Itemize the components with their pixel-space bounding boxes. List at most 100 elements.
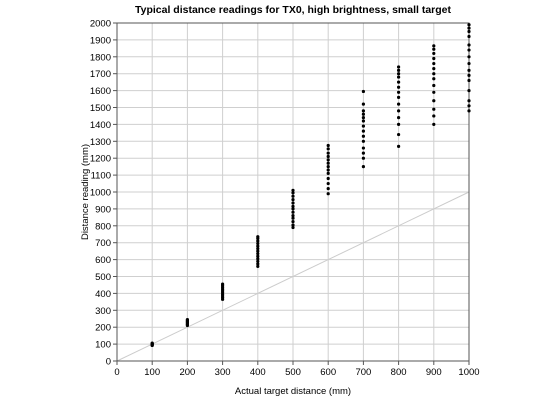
y-tick-label: 1900	[90, 35, 111, 46]
data-point	[397, 72, 401, 76]
x-tick-label: 900	[426, 367, 442, 378]
data-point	[291, 225, 295, 230]
data-point	[326, 171, 330, 176]
y-tick-label: 1700	[90, 69, 111, 80]
data-point	[326, 151, 330, 155]
chart-title: Typical distance readings for TX0, high …	[135, 4, 452, 16]
data-point	[432, 99, 436, 103]
y-tick-label: 200	[95, 323, 111, 334]
data-point	[326, 158, 330, 162]
data-point	[432, 83, 436, 88]
data-point	[467, 104, 471, 108]
data-point	[326, 161, 330, 165]
data-point	[361, 156, 365, 160]
data-point	[361, 134, 365, 138]
data-point	[326, 168, 330, 172]
data-point	[326, 192, 330, 196]
data-point	[467, 68, 471, 72]
data-point	[432, 47, 436, 51]
data-point	[150, 341, 154, 345]
data-point	[326, 147, 330, 151]
data-point	[397, 90, 401, 94]
data-point	[291, 223, 295, 227]
data-point	[291, 198, 295, 202]
data-point	[397, 144, 401, 148]
data-point	[291, 188, 295, 192]
y-tick-label: 700	[95, 238, 111, 249]
data-point	[361, 129, 365, 133]
data-point	[397, 116, 401, 120]
data-point	[185, 317, 189, 322]
data-point	[397, 85, 401, 89]
y-tick-label: 500	[95, 272, 111, 283]
data-point	[467, 29, 471, 34]
y-tick-label: 1300	[90, 137, 111, 148]
data-point	[397, 75, 401, 79]
x-tick-label: 1000	[458, 367, 479, 378]
data-point	[432, 90, 436, 94]
data-point	[467, 61, 471, 66]
data-point	[361, 109, 365, 113]
y-tick-label: 1400	[90, 120, 111, 131]
data-point	[397, 95, 401, 99]
data-point	[256, 235, 260, 239]
data-point	[432, 122, 436, 126]
data-point	[291, 207, 295, 211]
data-point	[397, 80, 401, 84]
data-point	[326, 165, 330, 169]
data-point	[467, 26, 471, 30]
data-point	[361, 151, 365, 155]
x-tick-label: 0	[114, 367, 119, 378]
data-point	[291, 219, 295, 224]
data-point	[432, 114, 436, 118]
y-tick-label: 1200	[90, 154, 111, 165]
data-point	[326, 187, 330, 191]
data-point	[432, 51, 436, 56]
y-tick-label: 100	[95, 340, 111, 351]
data-point	[326, 181, 330, 186]
data-point	[361, 89, 365, 94]
data-point	[432, 67, 436, 71]
data-point	[361, 119, 365, 123]
data-point	[361, 112, 365, 116]
y-tick-label: 2000	[90, 19, 111, 30]
x-tick-label: 800	[391, 367, 407, 378]
y-tick-label: 600	[95, 255, 111, 266]
reference-line-segment	[116, 191, 470, 362]
x-tick-label: 100	[144, 367, 160, 378]
data-point	[291, 210, 295, 214]
data-point	[326, 176, 330, 181]
x-axis-label: Actual target distance (mm)	[235, 386, 351, 397]
x-tick-label: 500	[285, 367, 301, 378]
y-tick-label: 1600	[90, 86, 111, 97]
data-point	[256, 254, 260, 258]
data-point	[467, 55, 471, 59]
data-point	[361, 146, 365, 150]
data-point	[467, 34, 471, 39]
x-tick-label: 200	[179, 367, 195, 378]
data-point	[291, 194, 295, 198]
y-tick-label: 300	[95, 306, 111, 317]
data-point	[397, 132, 401, 137]
data-point	[361, 102, 365, 106]
data-point	[467, 73, 471, 77]
y-tick-label: 1500	[90, 103, 111, 114]
data-point	[361, 139, 365, 143]
data-point	[326, 154, 330, 159]
data-point	[397, 122, 401, 126]
y-axis-label: Distance reading (mm)	[80, 144, 91, 240]
data-point	[256, 252, 260, 256]
data-point	[467, 23, 471, 27]
data-point	[467, 78, 471, 83]
data-point	[291, 191, 295, 195]
data-point	[467, 43, 471, 47]
data-point	[256, 264, 260, 268]
x-axis-ticks: 0 100 200 300 400 500 600 700 800 900 1000	[114, 361, 480, 378]
x-tick-label: 700	[355, 367, 371, 378]
y-tick-label: 400	[95, 289, 111, 300]
reference-line	[116, 191, 470, 362]
data-point	[326, 143, 330, 148]
y-tick-label: 1800	[90, 52, 111, 63]
data-point	[432, 61, 436, 66]
